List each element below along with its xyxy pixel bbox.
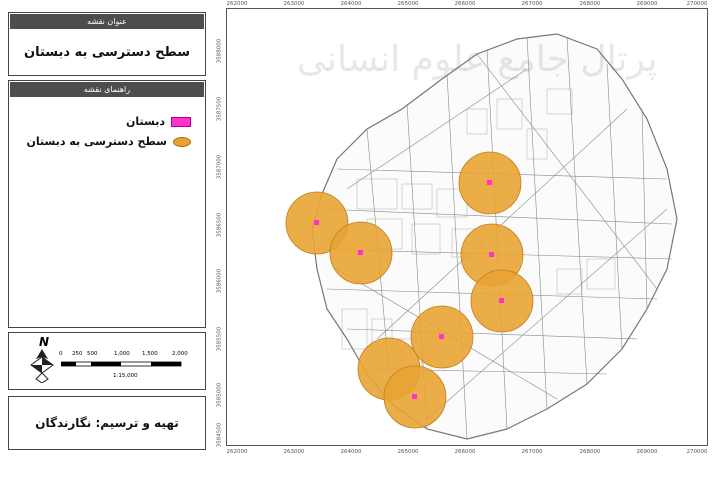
x-tick-label: 264000 — [340, 1, 362, 7]
map-title-header: عنوان نقشه — [10, 14, 204, 29]
x-tick-label: 263000 — [283, 1, 305, 7]
legend-panel: راهنمای نقشه دبستان سطح دسترسی به دبستان — [8, 80, 206, 328]
x-tick-label: 268000 — [579, 1, 601, 7]
legend-item-access-area: سطح دسترسی به دبستان — [27, 135, 191, 148]
x-tick-label: 262000 — [226, 1, 248, 7]
scale-bar — [61, 361, 182, 367]
x-tick-label: 269000 — [636, 1, 658, 7]
school-point — [412, 394, 417, 399]
scale-tick: 2,000 — [172, 351, 188, 357]
x-tick-label: 262000 — [226, 449, 248, 455]
scale-tick: 500 — [87, 351, 98, 357]
school-symbol-icon — [171, 116, 191, 127]
legend-label-access-area: سطح دسترسی به دبستان — [26, 135, 167, 148]
school-point — [499, 298, 504, 303]
scale-panel: N 0 250 500 1,000 1,500 2,000 1:15,000 — [8, 332, 206, 390]
access-area-symbol-icon — [173, 136, 191, 147]
scale-tick: 1,000 — [114, 351, 130, 357]
x-tick-label: 263000 — [283, 449, 305, 455]
map-title: سطح دسترسی به دبستان — [23, 45, 190, 60]
y-tick-label: 3588000 — [216, 38, 223, 64]
legend-label-school: دبستان — [126, 115, 165, 128]
credit-text: تهیه و ترسیم: نگارندگان — [35, 416, 179, 430]
scale-tick: 0 — [59, 351, 63, 357]
school-points — [314, 180, 504, 399]
y-tick-label: 3585000 — [216, 382, 223, 408]
credit-panel: تهیه و ترسیم: نگارندگان — [8, 396, 206, 450]
x-tick-label: 270000 — [686, 1, 708, 7]
scale-tick: 250 — [72, 351, 83, 357]
x-tick-label: 270000 — [686, 449, 708, 455]
y-tick-label: 3587000 — [216, 154, 223, 180]
y-tick-label: 3585500 — [216, 326, 223, 352]
map-frame[interactable]: پرتال جامع علوم انسانی — [226, 8, 708, 446]
x-tick-label: 266000 — [454, 1, 476, 7]
map-canvas[interactable] — [227, 9, 708, 446]
x-tick-label: 266000 — [454, 449, 476, 455]
watermark: پرتال جامع علوم انسانی — [297, 39, 658, 80]
map-title-panel: عنوان نقشه سطح دسترسی به دبستان — [8, 12, 206, 76]
y-tick-label: 3586000 — [216, 268, 223, 294]
north-label: N — [39, 335, 50, 349]
north-arrow-icon — [30, 349, 54, 383]
school-point — [358, 250, 363, 255]
x-tick-label: 265000 — [397, 1, 419, 7]
legend-item-school: دبستان — [126, 115, 191, 128]
school-point — [489, 252, 494, 257]
scale-ratio: 1:15,000 — [113, 373, 138, 379]
scale-tick: 1,500 — [142, 351, 158, 357]
school-point — [314, 220, 319, 225]
school-point — [439, 334, 444, 339]
y-tick-label: 3587500 — [216, 96, 223, 122]
legend-header: راهنمای نقشه — [10, 82, 204, 97]
school-point — [487, 180, 492, 185]
x-tick-label: 264000 — [340, 449, 362, 455]
x-tick-label: 267000 — [521, 1, 543, 7]
x-tick-label: 267000 — [521, 449, 543, 455]
x-tick-label: 268000 — [579, 449, 601, 455]
y-tick-label: 3584500 — [216, 422, 223, 448]
x-tick-label: 269000 — [636, 449, 658, 455]
x-tick-label: 265000 — [397, 449, 419, 455]
y-tick-label: 3586500 — [216, 212, 223, 238]
